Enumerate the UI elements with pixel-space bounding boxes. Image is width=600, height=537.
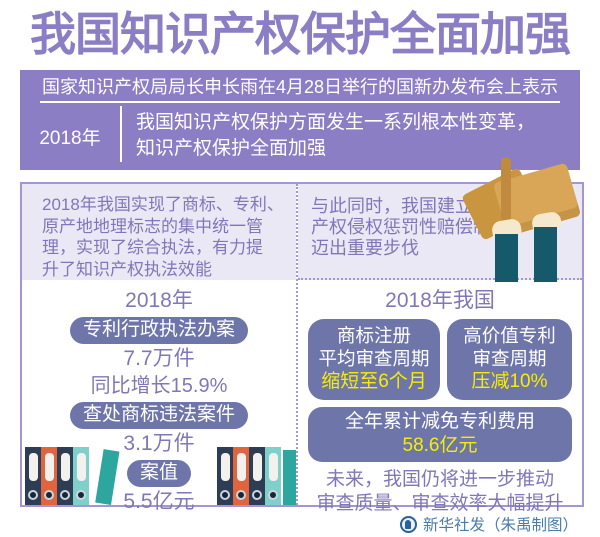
- card-line: 平均审查周期: [318, 348, 430, 369]
- binder-icon: [217, 447, 233, 505]
- leaning-binder-icon: [283, 450, 296, 505]
- future-line: 审查质量、审查效率大幅提升: [316, 493, 564, 514]
- patent-enforcement-value: 7.7万件: [123, 347, 195, 370]
- stats-year-label: 2018年: [125, 289, 193, 312]
- review-stats: 2018年我国 商标注册 平均审查周期 缩短至6个月 高价值专利 审查周期 压减…: [298, 280, 582, 516]
- future-outlook: 未来，我国仍将进一步推动 审查质量、审查效率大幅提升: [298, 468, 582, 516]
- card-line: 审查周期: [472, 348, 547, 369]
- patent-enforcement-growth: 同比增长15.9%: [90, 375, 228, 397]
- headline-banner: 国家知识产权局局长申长雨在4月28日举行的国新办发布会上表示 2018年 我国知…: [20, 70, 580, 170]
- patent-review-card: 高价值专利 审查周期 压减10%: [447, 319, 572, 400]
- intro-line: 迈出重要步伐: [311, 238, 419, 258]
- statement-line: 我国知识产权保护方面发生一系列根本性变革，: [136, 112, 536, 133]
- card-line: 高价值专利: [463, 325, 556, 346]
- binder-icon: [265, 447, 281, 505]
- banner-year-statement: 我国知识产权保护方面发生一系列根本性变革， 知识产权保护全面加强: [122, 103, 535, 170]
- binder-icon: [25, 447, 41, 505]
- banner-horizontal-divider: [40, 101, 560, 103]
- compensation-intro: 与此同时，我国建立知识 产权侵权惩罚性赔偿制度 迈出重要步伐: [298, 158, 582, 282]
- card-line: 商标注册: [336, 325, 411, 346]
- binder-icon: [73, 447, 89, 505]
- intro-line: 2018年我国实现了商标、专利、: [42, 195, 284, 214]
- case-value-pill: 案值: [126, 460, 191, 487]
- review-year-label: 2018年我国: [385, 289, 495, 312]
- case-value-amount: 5.5亿元: [123, 490, 195, 513]
- trademark-cases-pill: 查处商标违法案件: [69, 402, 248, 429]
- intro-line: 理，实现了综合执法，有力提: [42, 238, 263, 257]
- trademark-review-card: 商标注册 平均审查周期 缩短至6个月: [308, 319, 440, 400]
- enforcement-stats: 2018年 专利行政执法办案 7.7万件 同比增长15.9% 查处商标违法案件 …: [22, 280, 296, 514]
- xinhua-logo-icon: [399, 515, 417, 533]
- banner-year-row: 2018年 我国知识产权保护方面发生一系列根本性变革， 知识产权保护全面加强: [20, 103, 580, 170]
- file-binders-illustration: [25, 447, 120, 505]
- file-binders-illustration: [217, 447, 296, 505]
- statement-line: 知识产权保护全面加强: [136, 138, 327, 159]
- hands-holding-folders-illustration: [461, 158, 582, 282]
- arm-icon: [495, 234, 518, 282]
- future-line: 未来，我国仍将进一步推动: [325, 469, 554, 490]
- patent-enforcement-pill: 专利行政执法办案: [69, 317, 248, 344]
- compensation-panel: 与此同时，我国建立知识 产权侵权惩罚性赔偿制度 迈出重要步伐 2018年我国: [298, 158, 582, 514]
- page-title: 我国知识产权保护全面加强: [30, 8, 571, 60]
- card-highlight: 58.6亿元: [402, 435, 478, 456]
- card-highlight: 压减10%: [471, 371, 548, 392]
- credit-line: 新华社发（朱禹制图）: [399, 513, 578, 535]
- content-panel: 2018年我国实现了商标、专利、 原产地地理标志的集中统一管 理，实现了综合执法…: [20, 158, 584, 514]
- arm-icon: [534, 227, 557, 282]
- banner-vertical-divider: [120, 106, 122, 162]
- intro-line: 产权侵权惩罚性赔偿制度: [311, 217, 509, 237]
- binder-icon: [249, 447, 265, 505]
- card-line: 全年累计减免专利费用: [344, 411, 535, 432]
- fee-reduction-card: 全年累计减免专利费用 58.6亿元: [308, 407, 572, 462]
- binder-icon: [41, 447, 57, 505]
- intro-line: 与此同时，我国建立知识: [311, 196, 509, 216]
- enforcement-panel: 2018年我国实现了商标、专利、 原产地地理标志的集中统一管 理，实现了综合执法…: [22, 184, 298, 513]
- binder-icon: [57, 447, 73, 505]
- credit-text: 新华社发（朱禹制图）: [422, 517, 578, 534]
- banner-statement: 国家知识产权局局长申长雨在4月28日举行的国新办发布会上表示: [41, 77, 559, 97]
- binder-icon: [233, 447, 249, 505]
- trademark-cases-value: 3.1万件: [123, 432, 195, 455]
- review-cards: 商标注册 平均审查周期 缩短至6个月 高价值专利 审查周期 压减10%: [308, 319, 572, 400]
- intro-line: 原产地地理标志的集中统一管: [42, 216, 263, 236]
- banner-year-label: 2018年: [39, 128, 101, 149]
- enforcement-intro: 2018年我国实现了商标、专利、 原产地地理标志的集中统一管 理，实现了综合执法…: [22, 184, 296, 280]
- folder-strap: [501, 158, 511, 222]
- card-highlight: 缩短至6个月: [321, 371, 427, 392]
- intro-line: 升了知识产权执法效能: [42, 259, 212, 279]
